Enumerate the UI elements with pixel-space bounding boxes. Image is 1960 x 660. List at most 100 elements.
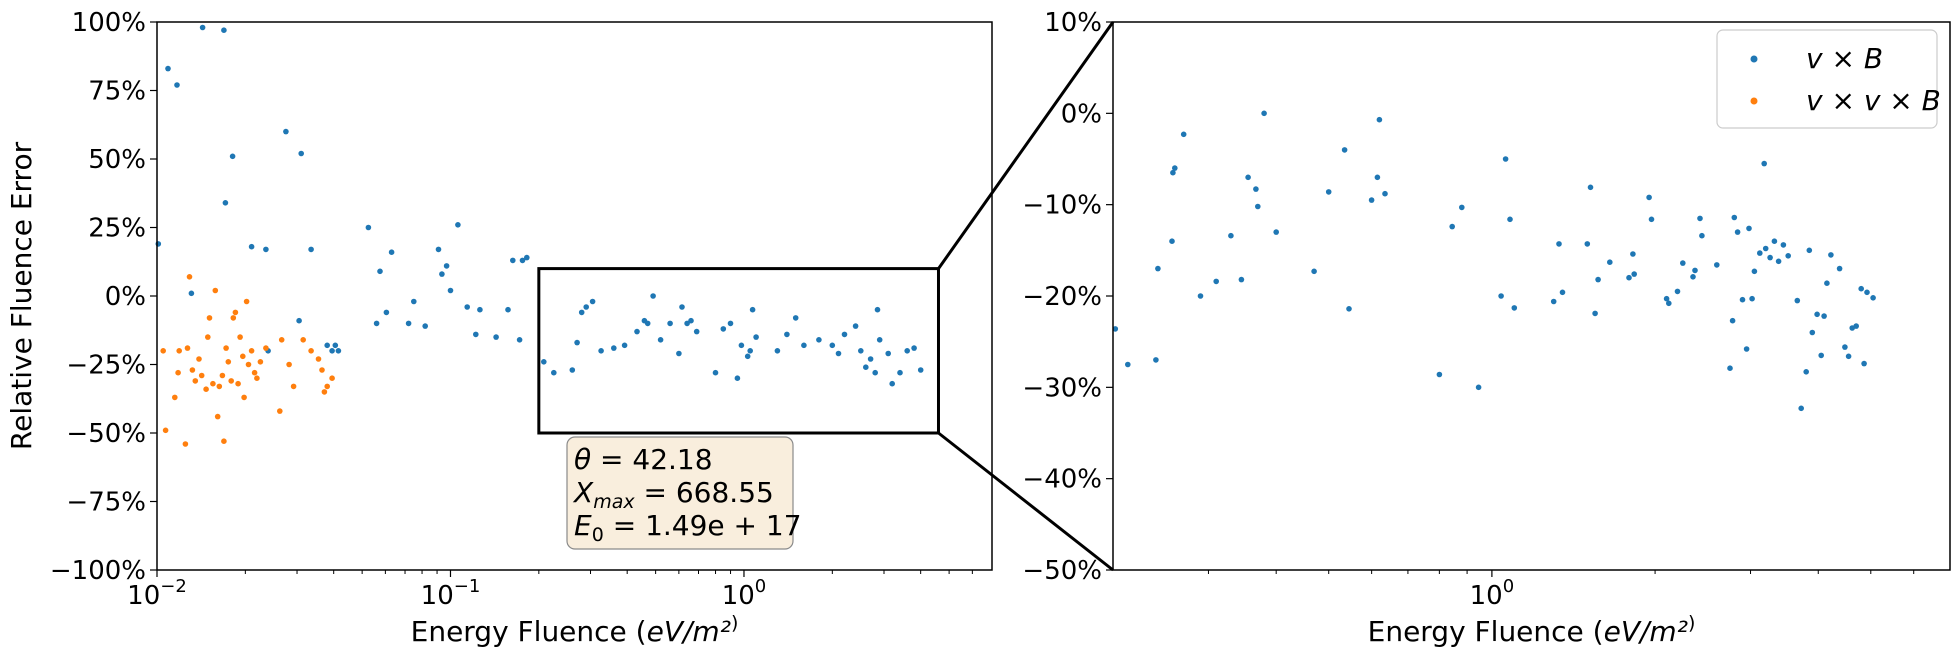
left-point-s1-6 [184,345,191,351]
right-point-s0-75 [1806,247,1813,254]
left-point-s0-30 [447,287,454,294]
left-point-s0-8 [248,243,255,250]
left-point-s0-22 [383,309,390,316]
left-point-s0-85 [876,337,883,343]
right-plot-frame [1112,21,1951,571]
left-x-tick-label-2: 100 [722,576,767,611]
left-point-s1-11 [198,372,205,379]
right-point-s0-28 [1475,384,1482,391]
left-point-s0-55 [657,337,664,343]
left-point-s1-2 [172,394,178,401]
left-point-s1-3 [175,369,181,376]
left-point-s0-69 [749,306,756,313]
left-point-s0-78 [841,331,848,338]
right-point-s0-34 [1556,241,1562,247]
right-point-s0-61 [1746,225,1752,232]
right-point-s0-19 [1341,147,1348,153]
right-point-s0-57 [1731,214,1738,221]
right-point-s0-53 [1699,232,1705,239]
left-point-s0-26 [422,323,429,329]
left-point-s0-14 [308,246,314,253]
right-point-s0-21 [1368,197,1375,203]
legend-label-vxb: v × B [1806,42,1883,75]
left-point-s0-31 [455,222,461,228]
left-point-s1-5 [182,441,189,447]
right-x-axis-label: Energy Fluence (eV/m²) [1368,612,1696,648]
left-point-s0-72 [784,331,790,338]
right-point-s0-78 [1818,352,1824,359]
left-point-s0-68 [747,348,753,354]
left-point-s0-64 [727,320,734,327]
left-y-tick-label-6: 50% [88,145,146,175]
right-point-s0-63 [1751,268,1758,275]
left-point-s1-27 [237,334,243,340]
left-point-s1-29 [241,394,247,401]
right-y-tick-label-1: −40% [1022,465,1102,495]
right-x-tick-label-0: 100 [1470,576,1515,611]
right-point-s0-60 [1743,346,1750,352]
right-point-s0-14 [1255,203,1261,210]
left-point-s0-2 [174,82,180,88]
right-point-s0-52 [1697,215,1703,222]
left-y-tick-label-7: 75% [88,77,146,107]
left-point-s0-43 [569,367,576,373]
left-point-s0-56 [667,320,673,327]
left-point-s0-21 [377,268,383,275]
left-point-s0-46 [583,304,589,310]
left-point-s0-87 [889,380,895,387]
left-point-s1-38 [278,337,285,343]
right-point-s0-62 [1749,295,1755,302]
legend-frame [1716,29,1938,129]
left-point-s1-26 [235,380,241,387]
left-axis-ticks: 10−2 10−1 100 −100% −75% −50% −25% 0% 25% 50% 75% 1… [50,8,973,611]
right-point-s0-4 [1169,238,1175,244]
right-point-s0-69 [1775,258,1782,265]
left-point-s0-41 [541,359,547,365]
right-axis-ticks: 100 −50% −40% −30% −20% −10% 0% 10% [1022,8,1915,611]
left-point-s0-76 [829,342,836,349]
right-point-s0-26 [1449,223,1455,230]
left-point-s0-33 [473,331,479,338]
right-point-s0-0 [1112,326,1119,332]
left-point-s0-27 [435,246,442,253]
left-point-s1-34 [254,375,260,382]
left-y-axis-label: Relative Fluence Error [5,141,38,450]
right-point-s0-51 [1692,267,1698,274]
left-point-s0-32 [464,304,471,310]
right-point-s0-83 [1842,344,1848,350]
right-point-s0-13 [1253,186,1259,192]
left-point-s1-19 [219,372,226,379]
left-x-tick-label-1: 10−1 [421,576,481,611]
left-point-s0-49 [611,345,617,351]
left-point-s0-11 [283,128,289,135]
left-point-s0-91 [917,367,924,373]
left-point-s0-28 [439,271,445,277]
left-point-s0-24 [405,320,412,327]
left-point-s0-4 [199,24,206,31]
right-point-s0-38 [1592,310,1598,317]
left-point-s0-53 [644,320,651,327]
right-point-s0-1 [1125,361,1131,368]
left-point-s0-82 [867,356,874,362]
annotation-e0: E0 = 1.49e + 17 [574,509,802,546]
right-point-s0-66 [1762,245,1769,252]
right-point-s0-77 [1814,311,1820,318]
left-point-s0-60 [688,317,694,324]
right-point-s0-31 [1507,216,1513,223]
left-point-s1-21 [223,345,229,351]
left-point-s1-31 [245,361,252,368]
right-point-s0-79 [1821,313,1827,319]
right-point-s0-48 [1674,288,1681,295]
left-point-s1-46 [324,383,331,390]
left-x-tick-label-0: 10−2 [127,576,187,611]
right-point-s0-90 [1870,295,1876,301]
right-point-s0-42 [1630,251,1636,257]
left-point-s0-5 [221,27,227,33]
left-point-s0-75 [816,337,822,343]
left-x-axis-label: Energy Fluence (eV/m²) [411,612,739,648]
left-point-s1-22 [225,359,232,365]
right-point-s0-25 [1436,371,1443,378]
right-y-tick-label-4: −10% [1022,191,1102,221]
left-point-s1-7 [186,274,193,280]
